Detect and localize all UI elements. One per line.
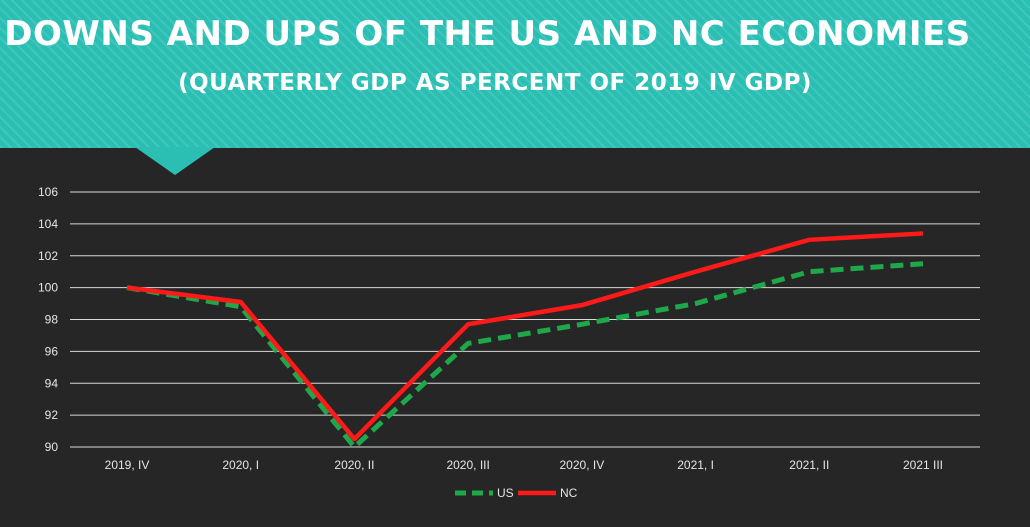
legend: US NC [455,486,578,500]
x-axis: 2019, IV 2020, I 2020, II 2020, III 2020, IV… [105,458,943,472]
x-tick-label: 2021, II [789,458,829,472]
title-banner [0,0,1030,148]
chart-subtitle: (QUARTERLY GDP AS PERCENT OF 2019 IV GDP… [178,70,812,96]
y-tick-label: 90 [45,440,59,454]
chart-title: DOWNS AND UPS OF THE US AND NC ECONOMIES [4,14,971,54]
y-tick-label: 100 [38,281,58,295]
y-tick-label: 94 [45,376,59,390]
legend-label-nc: NC [560,486,578,500]
x-tick-label: 2020, III [446,458,489,472]
x-tick-label: 2019, IV [105,458,150,472]
banner-notch [135,147,215,175]
series-line-nc [126,231,924,442]
x-tick-label: 2021, I [677,458,714,472]
gridlines [70,191,980,448]
y-tick-label: 106 [38,185,58,199]
y-tick-label: 96 [45,344,59,358]
x-tick-label: 2020, II [334,458,374,472]
y-tick-label: 92 [45,408,59,422]
y-axis: 90 92 94 96 98 100 102 104 106 [38,185,58,454]
y-tick-label: 104 [38,217,58,231]
series-line-us [126,261,924,450]
x-tick-label: 2021 III [903,458,943,472]
x-tick-label: 2020, IV [560,458,605,472]
x-tick-label: 2020, I [222,458,259,472]
legend-label-us: US [497,486,514,500]
y-tick-label: 102 [38,249,58,263]
y-tick-label: 98 [45,313,59,327]
series-lines [126,231,924,450]
